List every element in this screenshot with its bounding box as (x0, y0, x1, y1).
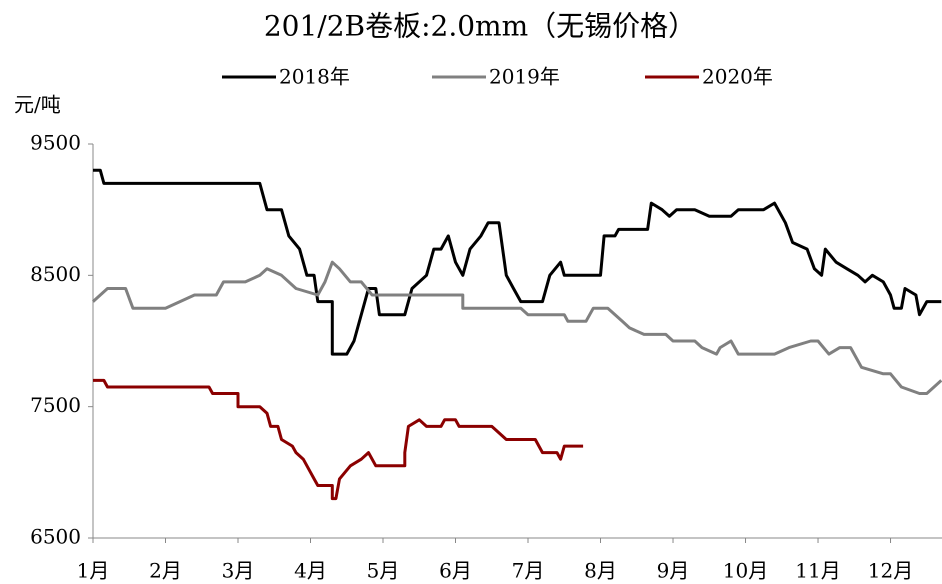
x-tick-label: 11月 (795, 559, 840, 583)
legend-label: 2018年 (279, 65, 350, 89)
x-tick-label: 7月 (512, 559, 545, 583)
y-tick-label: 6500 (30, 525, 81, 549)
x-tick-label: 10月 (723, 559, 768, 583)
line (93, 378, 584, 501)
x-tick-label: 3月 (222, 559, 255, 583)
line (93, 168, 942, 356)
y-tick-label: 9500 (30, 131, 81, 155)
x-tick-label: 9月 (657, 559, 690, 583)
x-tick-label: 4月 (294, 559, 327, 583)
x-tick-label: 5月 (367, 559, 400, 583)
x-tick-label: 2月 (149, 559, 182, 583)
x-tick-label: 12月 (868, 559, 913, 583)
y-tick-label: 8500 (30, 262, 81, 286)
chart-title: 201/2B卷板:2.0mm（无锡价格） (264, 10, 696, 43)
legend-label: 2020年 (702, 65, 773, 89)
line (91, 260, 942, 395)
y-axis-label: 元/吨 (14, 93, 61, 117)
x-tick-label: 8月 (584, 559, 617, 583)
y-tick-label: 7500 (30, 393, 81, 417)
x-tick-label: 6月 (439, 559, 472, 583)
legend-label: 2019年 (489, 65, 560, 89)
x-tick-label: 1月 (77, 559, 110, 583)
